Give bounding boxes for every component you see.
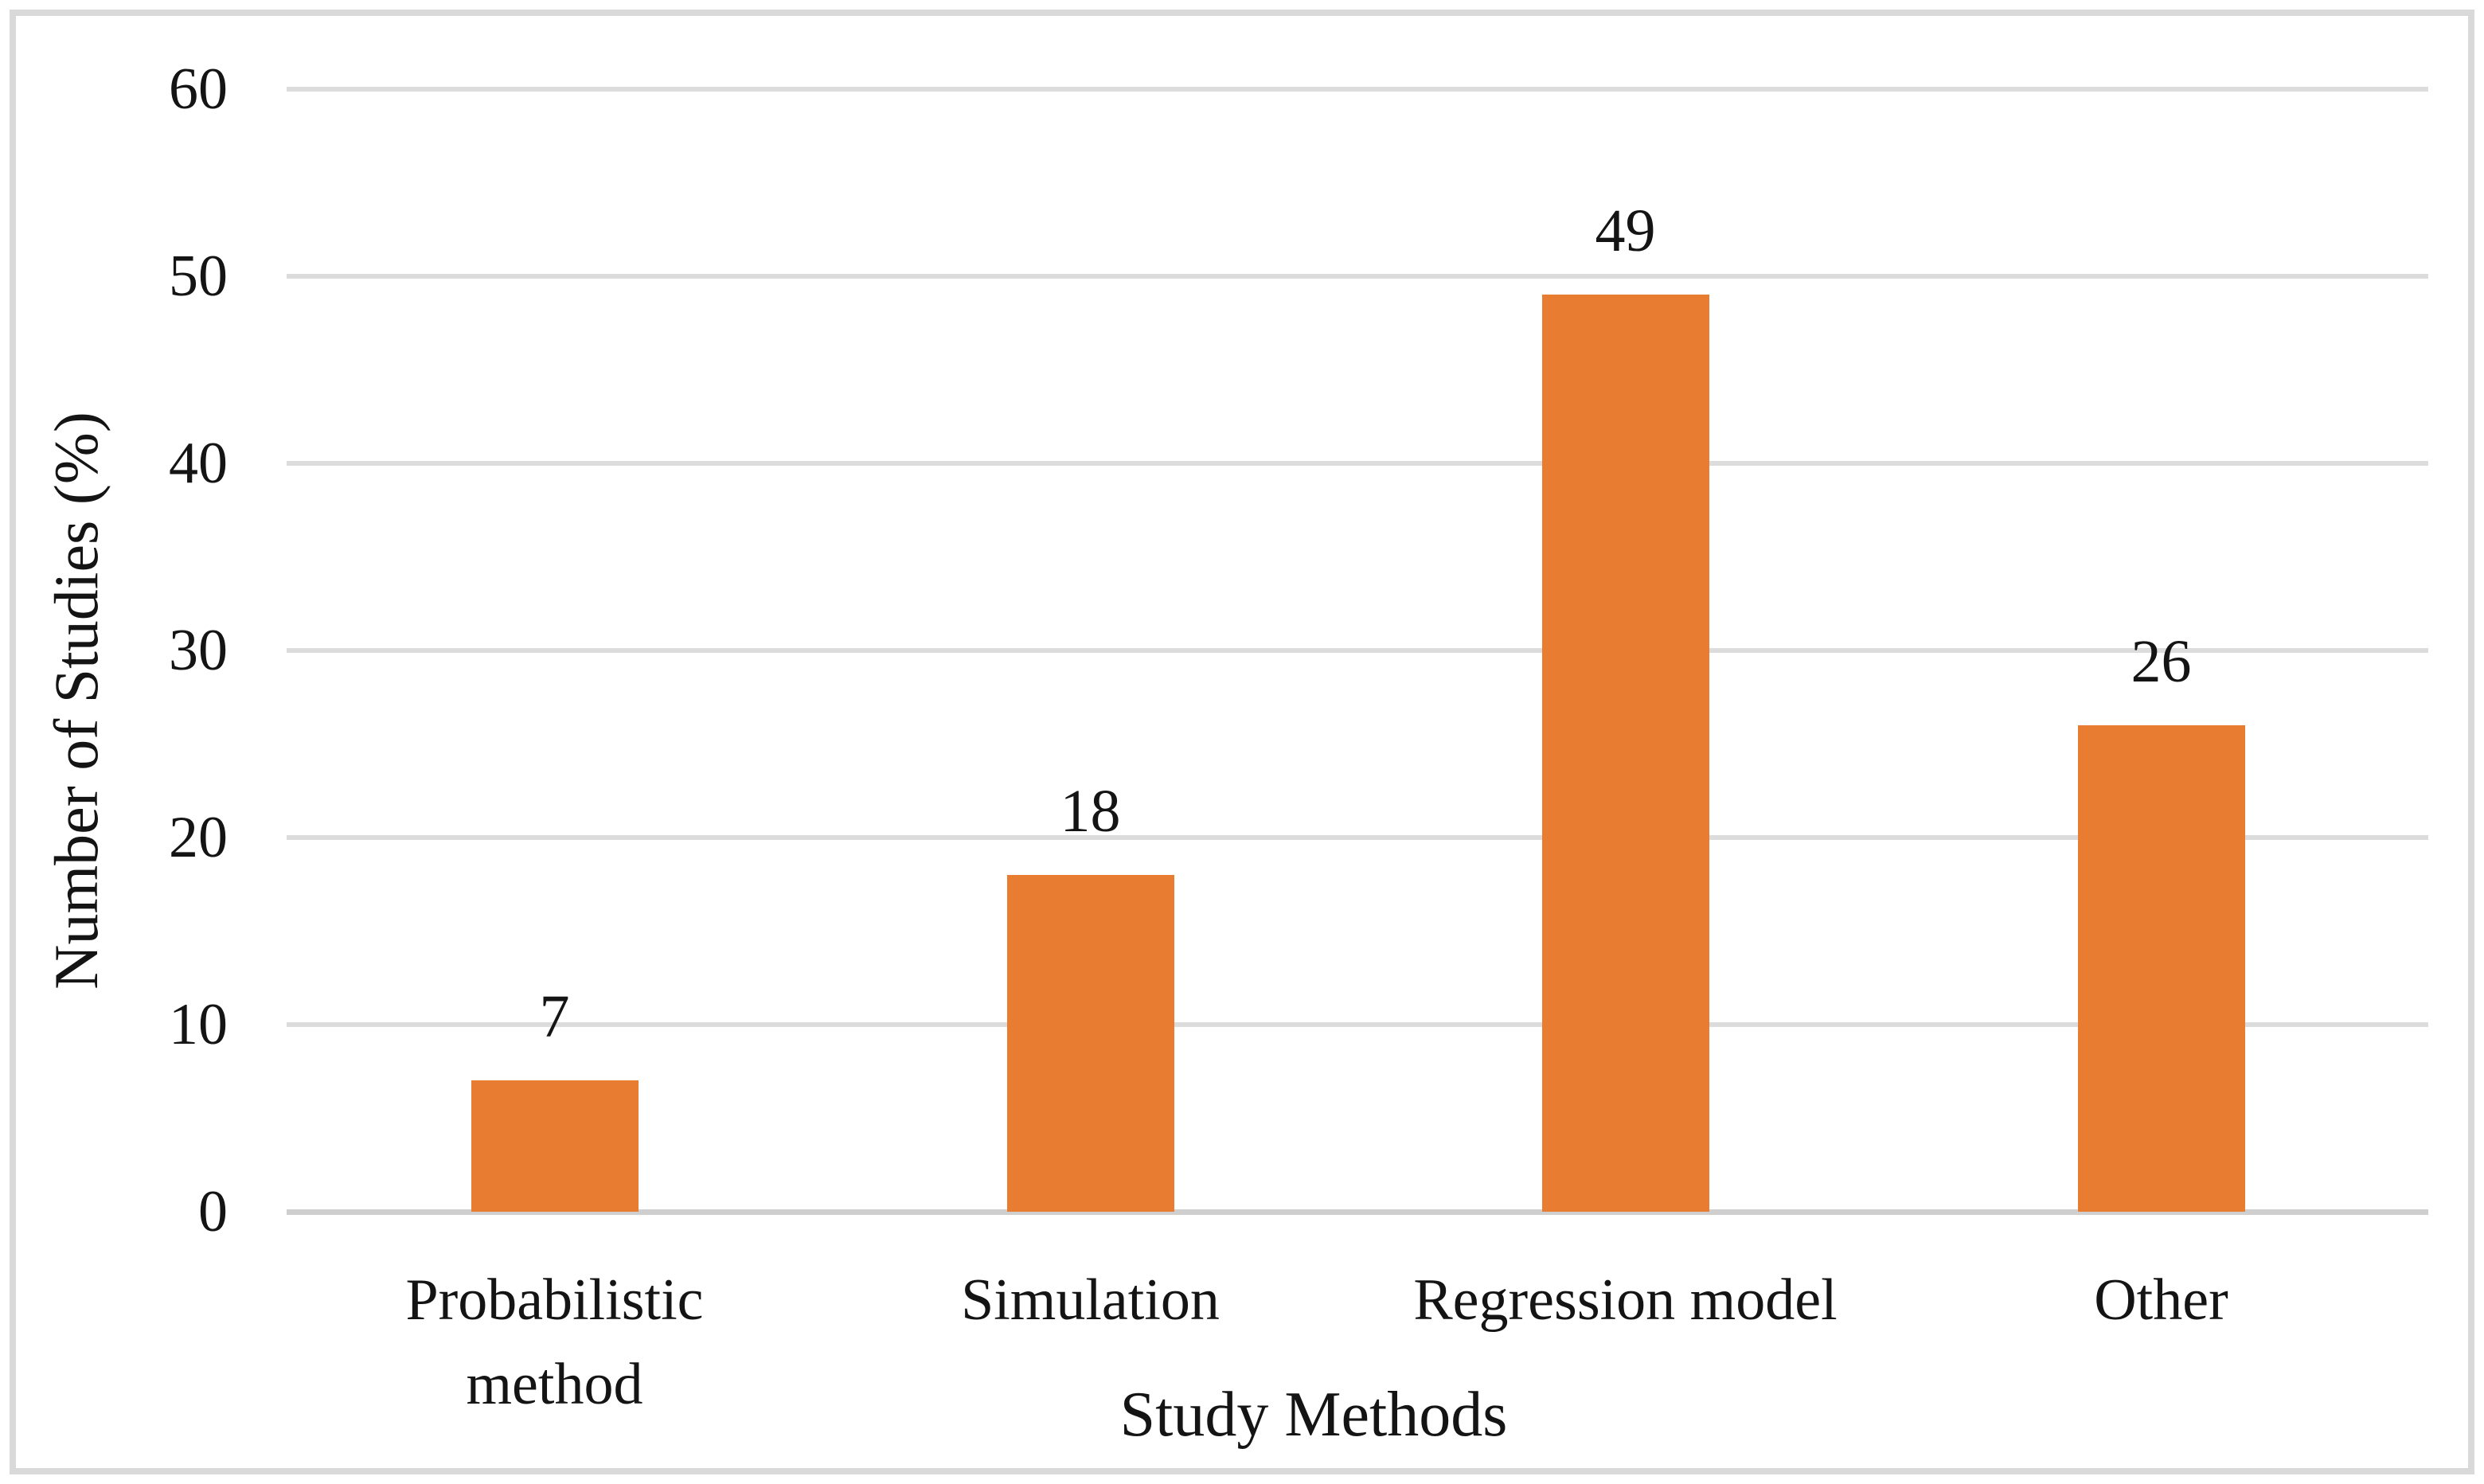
plot-area: 7 Probabilistic method 18 Simulation 49 Regre… <box>287 87 2429 1417</box>
x-axis-title: Study Methods <box>1119 1380 1508 1450</box>
y-tick-label-20: 20 <box>169 805 228 870</box>
gridline-50 <box>287 274 2428 279</box>
bar-simulation <box>1006 875 1174 1212</box>
y-tick-label-10: 10 <box>169 992 228 1057</box>
gridline-60 <box>287 87 2428 92</box>
data-label: 18 <box>1060 778 1121 845</box>
x-tick-label: Probabilistic method <box>405 1267 704 1417</box>
y-tick-label-0: 0 <box>198 1179 228 1244</box>
data-label: 49 <box>1595 197 1656 264</box>
y-tick-label-30: 30 <box>169 618 228 683</box>
x-tick-label: Other <box>2094 1267 2228 1333</box>
gridline-40 <box>287 461 2428 466</box>
gridline-10 <box>287 1022 2428 1027</box>
category-column: 7 Probabilistic method <box>287 89 822 1417</box>
bar-other <box>2077 725 2245 1212</box>
gridline-30 <box>287 648 2428 653</box>
x-tick-label: Simulation <box>961 1267 1220 1333</box>
category-column: 49 Regression model <box>1357 89 1893 1333</box>
bar-probabilistic-method <box>471 1080 639 1212</box>
data-label: 26 <box>2131 628 2192 695</box>
y-tick-label-60: 60 <box>169 57 228 122</box>
y-tick-label-50: 50 <box>169 244 228 309</box>
y-tick-label-40: 40 <box>169 431 228 496</box>
x-tick-label: Regression model <box>1413 1267 1838 1333</box>
category-column: 26 Other <box>1893 89 2429 1333</box>
category-column: 18 Simulation <box>822 89 1358 1333</box>
data-label: 7 <box>539 983 570 1050</box>
bar-regression-model <box>1541 295 1709 1212</box>
gridline-20 <box>287 835 2428 840</box>
x-axis-line <box>287 1209 2428 1215</box>
